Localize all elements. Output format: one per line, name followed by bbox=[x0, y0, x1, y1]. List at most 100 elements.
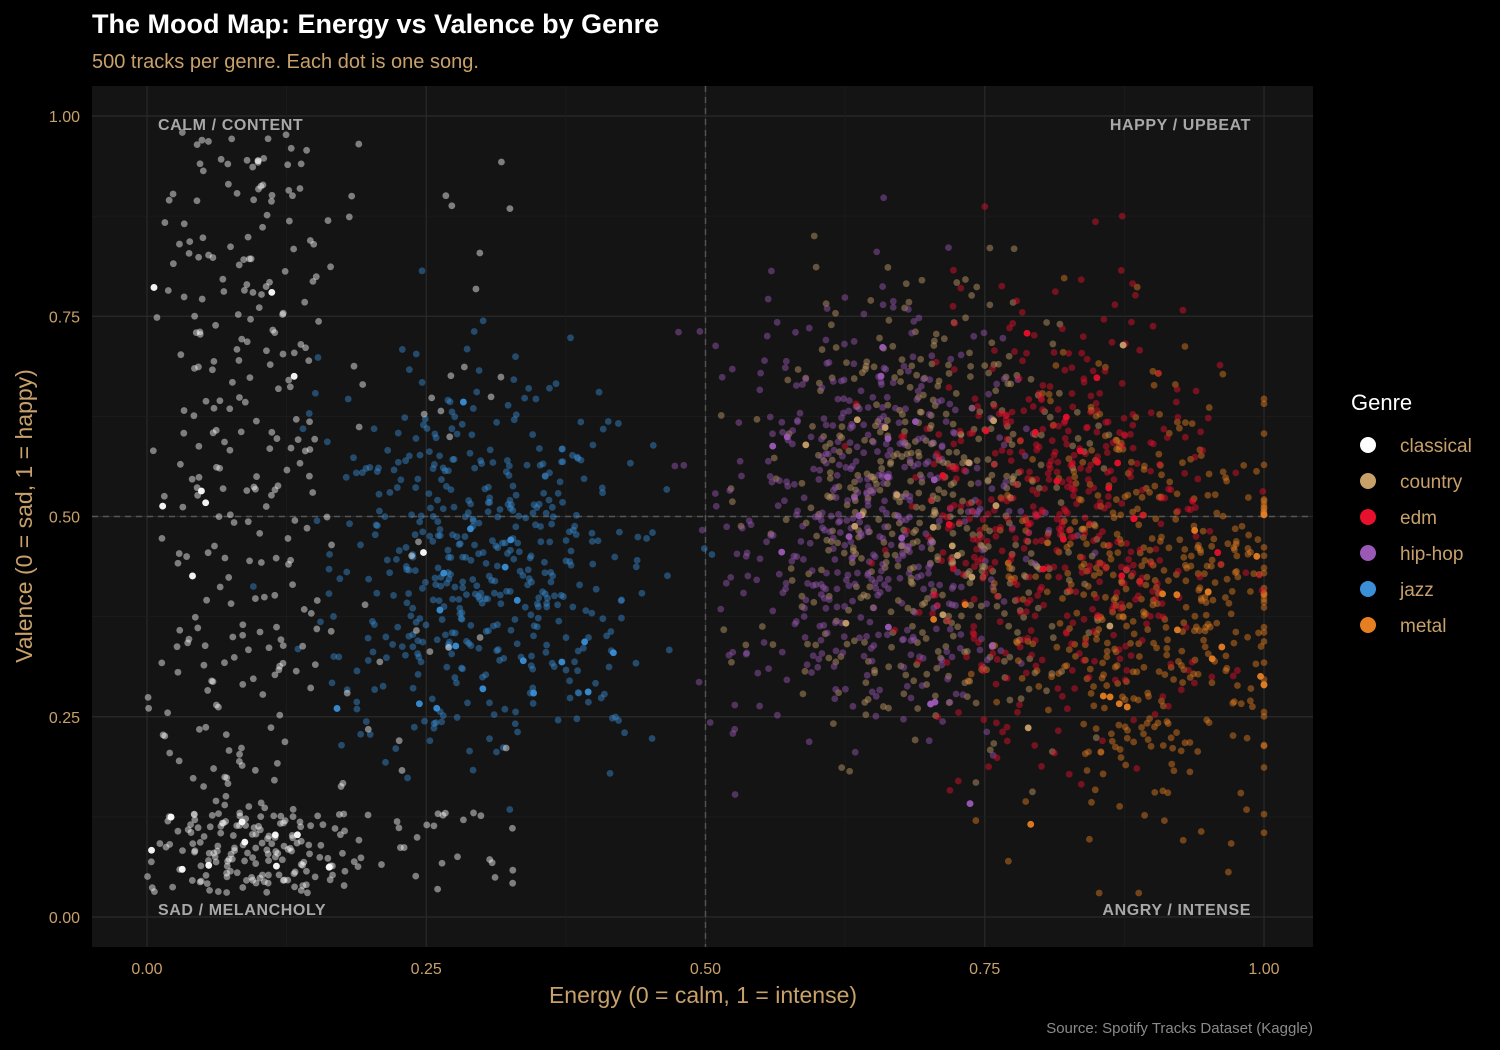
data-point-jazz bbox=[539, 460, 547, 468]
data-point-metal bbox=[1159, 742, 1167, 749]
data-point-metal bbox=[1187, 552, 1195, 560]
data-point-hip-hop bbox=[712, 502, 720, 510]
data-point-jazz bbox=[373, 522, 381, 529]
data-point-classical bbox=[229, 633, 237, 641]
data-point-edm bbox=[984, 510, 992, 518]
data-point-classical bbox=[221, 438, 228, 446]
data-point-jazz bbox=[473, 582, 481, 590]
data-point-metal bbox=[1248, 703, 1256, 711]
data-point-classical bbox=[161, 219, 169, 226]
data-point-metal bbox=[1111, 663, 1119, 671]
data-point-metal bbox=[1260, 395, 1268, 403]
data-point-country bbox=[940, 489, 948, 497]
data-point-edm bbox=[949, 565, 957, 573]
data-point-metal bbox=[996, 526, 1004, 534]
data-point-country bbox=[963, 524, 971, 532]
data-point-hip-hop bbox=[872, 692, 880, 700]
data-point-hip-hop bbox=[917, 382, 925, 390]
data-point-classical bbox=[255, 304, 263, 312]
data-point-hip-hop bbox=[864, 528, 872, 536]
data-point-edm bbox=[1152, 545, 1160, 553]
data-point-jazz bbox=[537, 538, 545, 546]
data-point-hip-hop bbox=[764, 457, 772, 465]
data-point-hip-hop bbox=[723, 523, 731, 531]
data-point-classical bbox=[224, 857, 231, 865]
data-point-jazz bbox=[335, 653, 343, 661]
data-point-jazz bbox=[398, 643, 406, 651]
data-point-classical bbox=[243, 876, 250, 884]
data-point-jazz bbox=[419, 421, 427, 429]
data-point-hip-hop bbox=[827, 512, 835, 520]
data-point-jazz bbox=[523, 461, 531, 469]
data-point-classical bbox=[267, 724, 275, 732]
data-point-country bbox=[1033, 562, 1040, 570]
y-tick-label: 0.00 bbox=[49, 910, 80, 927]
data-point-country bbox=[1020, 613, 1028, 621]
data-point-metal bbox=[1221, 594, 1229, 601]
data-point-classical bbox=[230, 519, 238, 526]
data-point-classical bbox=[446, 433, 454, 441]
data-point-jazz bbox=[462, 553, 470, 561]
data-point-country bbox=[949, 463, 957, 470]
data-point-classical bbox=[305, 357, 313, 364]
data-point-classical bbox=[209, 254, 217, 261]
data-point-edm bbox=[1054, 406, 1062, 413]
data-point-country bbox=[930, 342, 938, 349]
data-point-metal bbox=[1218, 643, 1226, 651]
data-point-country bbox=[879, 703, 887, 710]
data-point-classical bbox=[271, 831, 279, 839]
y-tick-label: 1.00 bbox=[49, 109, 80, 126]
data-point-classical bbox=[257, 799, 265, 807]
data-point-classical bbox=[144, 693, 152, 701]
data-point-jazz bbox=[522, 514, 530, 522]
data-point-classical bbox=[174, 559, 182, 567]
data-point-edm bbox=[1045, 476, 1053, 483]
data-point-metal bbox=[1260, 591, 1268, 599]
data-point-metal bbox=[1161, 616, 1169, 623]
data-point-country bbox=[912, 526, 920, 534]
data-point-classical bbox=[273, 435, 281, 442]
data-point-hip-hop bbox=[792, 382, 800, 389]
data-point-jazz bbox=[571, 522, 579, 530]
data-point-edm bbox=[1029, 403, 1037, 410]
data-point-jazz bbox=[559, 498, 566, 506]
data-point-jazz bbox=[409, 551, 417, 558]
data-point-classical bbox=[396, 844, 404, 851]
data-point-country bbox=[1074, 435, 1082, 442]
data-point-edm bbox=[949, 564, 957, 572]
data-point-country bbox=[963, 648, 971, 655]
data-point-classical bbox=[279, 659, 287, 667]
data-point-classical bbox=[225, 855, 233, 863]
data-point-jazz bbox=[423, 425, 431, 432]
data-point-hip-hop bbox=[818, 650, 826, 657]
data-point-country bbox=[1009, 299, 1017, 306]
data-point-hip-hop bbox=[842, 576, 850, 584]
data-point-hip-hop bbox=[946, 505, 954, 513]
data-point-edm bbox=[1117, 563, 1125, 571]
data-point-hip-hop bbox=[880, 412, 888, 420]
y-tick-label: 0.25 bbox=[49, 710, 80, 727]
data-point-classical bbox=[340, 810, 348, 818]
data-point-country bbox=[934, 553, 942, 561]
data-point-hip-hop bbox=[788, 440, 796, 448]
data-point-metal bbox=[1092, 725, 1100, 733]
data-point-classical bbox=[213, 847, 221, 855]
data-point-country bbox=[962, 572, 970, 580]
data-point-metal bbox=[1080, 534, 1087, 541]
data-point-metal bbox=[1260, 810, 1268, 818]
data-point-metal bbox=[1004, 559, 1012, 567]
data-point-classical bbox=[319, 821, 327, 829]
data-point-country bbox=[870, 363, 878, 371]
data-point-classical bbox=[275, 871, 283, 879]
data-point-country bbox=[954, 552, 961, 559]
data-point-jazz bbox=[366, 464, 374, 471]
data-point-metal bbox=[1050, 421, 1057, 429]
data-point-metal bbox=[1086, 481, 1094, 488]
data-point-classical bbox=[276, 662, 284, 670]
data-point-metal bbox=[1253, 552, 1261, 560]
data-point-hip-hop bbox=[884, 575, 892, 583]
data-point-hip-hop bbox=[976, 505, 984, 513]
data-point-country bbox=[847, 484, 854, 491]
data-point-metal bbox=[990, 586, 998, 594]
data-point-hip-hop bbox=[830, 663, 838, 670]
